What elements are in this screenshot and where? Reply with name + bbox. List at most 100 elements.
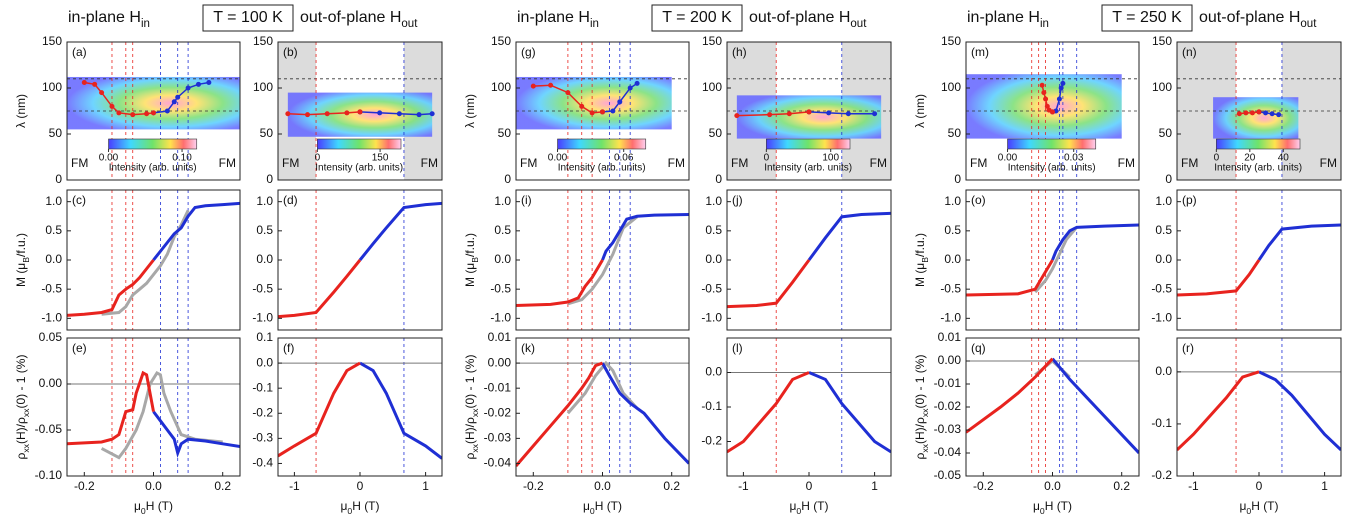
y-axis-label-part: λ (nm) [913,94,927,128]
y-tick-label: 50 [498,126,512,140]
y-tick-label: -0.1 [701,399,722,413]
colorbar-tick-label: 0.00 [548,153,568,164]
y-tick-label: 0 [954,172,961,186]
fm-label: FM [731,156,748,170]
x-axis-label-part: H (T) [595,499,622,513]
data-point [175,94,181,100]
y-tick-label: 0.00 [488,355,512,369]
data-curve [152,410,240,459]
temperature: T = 200 K [662,9,732,26]
data-point [617,99,623,105]
data-curve [727,259,811,309]
panel [1177,42,1341,180]
y-tick-label: -0.1 [252,380,273,394]
colorbar-tick-label: 0.03 [1064,153,1084,164]
plot-frame [515,337,690,477]
y-tick-label: 0.0 [705,365,722,379]
data-point [171,99,177,105]
data-point [1056,96,1062,102]
x-tick-label: 1 [871,479,878,493]
x-tick-label: 0 [357,479,364,493]
data-curve [1257,223,1341,261]
data-point [872,111,878,117]
y-axis-label-part: λ (nm) [463,94,477,128]
y-tick-label: -0.02 [484,405,512,419]
y-axis-label-part: xx [920,408,930,417]
y-axis-label: M (μB/f.u.) [913,233,930,287]
panel [1177,190,1341,330]
temperature: T = 250 K [1112,9,1182,26]
x-axis-label-part: H (T) [1045,499,1072,513]
y-tick-label: -1.0 [252,311,273,325]
panel [278,338,442,476]
y-tick-label: 50 [260,126,274,140]
panel-label: (d) [283,193,298,207]
panel-label: (j) [732,193,743,207]
data-curve [966,357,1054,434]
x-axis-label-part: 0 [1040,506,1045,516]
heatmap [1213,97,1299,139]
y-tick-label: -0.5 [1151,281,1172,295]
y-tick-label: -0.10 [35,468,63,482]
data-curve [1051,357,1139,455]
data-curve [1034,226,1078,294]
y-axis-label-part: /f.u.) [913,233,927,257]
data-curve [1177,259,1261,297]
fm-label: FM [970,156,987,170]
y-tick-label: 1.0 [1155,194,1172,208]
x-tick-label: 0.0 [1044,479,1061,493]
y-tick-label: 100 [42,80,62,94]
data-point [786,111,792,117]
data-point [92,81,98,87]
x-tick-label: 0.2 [1113,479,1130,493]
y-tick-label: 150 [253,34,273,48]
y-tick-label: 0.01 [488,330,512,344]
y-axis-label-part: xx [920,443,930,452]
data-point [164,108,170,114]
panel-label: (c) [72,193,86,207]
temperature-box [202,4,294,32]
panel-label: (e) [72,341,87,355]
x-axis-label-part: 0 [590,506,595,516]
data-point [377,110,383,116]
y-tick-label: -1.0 [940,311,961,325]
data-point [1058,85,1064,91]
panel-label: (l) [732,341,743,355]
y-tick-label: -0.5 [940,281,961,295]
data-point [324,111,330,117]
y-tick-label: -1.0 [490,311,511,325]
y-tick-label: -0.01 [934,376,962,390]
header-out-of-plane-part: out-of-plane H [1199,9,1300,26]
plot-frame [965,41,1140,181]
data-curve [278,259,362,319]
y-tick-label: 50 [1159,126,1173,140]
y-tick-label: 0.5 [494,223,511,237]
fm-label: FM [870,156,887,170]
y-axis-label-part: (0) - 1 (%) [913,355,927,409]
y-axis-label: λ (nm) [14,94,28,128]
data-point [634,80,640,86]
panel [67,42,240,180]
data-point [185,85,191,91]
panel [516,338,689,476]
colorbar [1007,138,1097,150]
y-tick-label: 150 [941,34,961,48]
data-curve [807,211,891,261]
y-axis-label-part: ρ [913,452,927,459]
data-point [416,112,422,118]
y-tick-label: -0.03 [484,431,512,445]
x-axis-label-part: 0 [141,506,146,516]
panel-label: (b) [283,45,298,59]
data-curve [359,361,442,460]
y-tick-label: 100 [702,80,722,94]
colorbar [1216,138,1301,150]
data-curve [516,259,604,307]
y-tick-label: 0.5 [944,223,961,237]
panel-label: (o) [971,193,986,207]
colorbar-tick-label: 150 [372,153,389,164]
x-tick-label: 0.0 [145,479,162,493]
data-point [1060,80,1066,86]
fm-label: FM [282,156,299,170]
header-in-plane: in-plane Hin [967,9,1049,30]
y-tick-label: 0 [1165,172,1172,186]
